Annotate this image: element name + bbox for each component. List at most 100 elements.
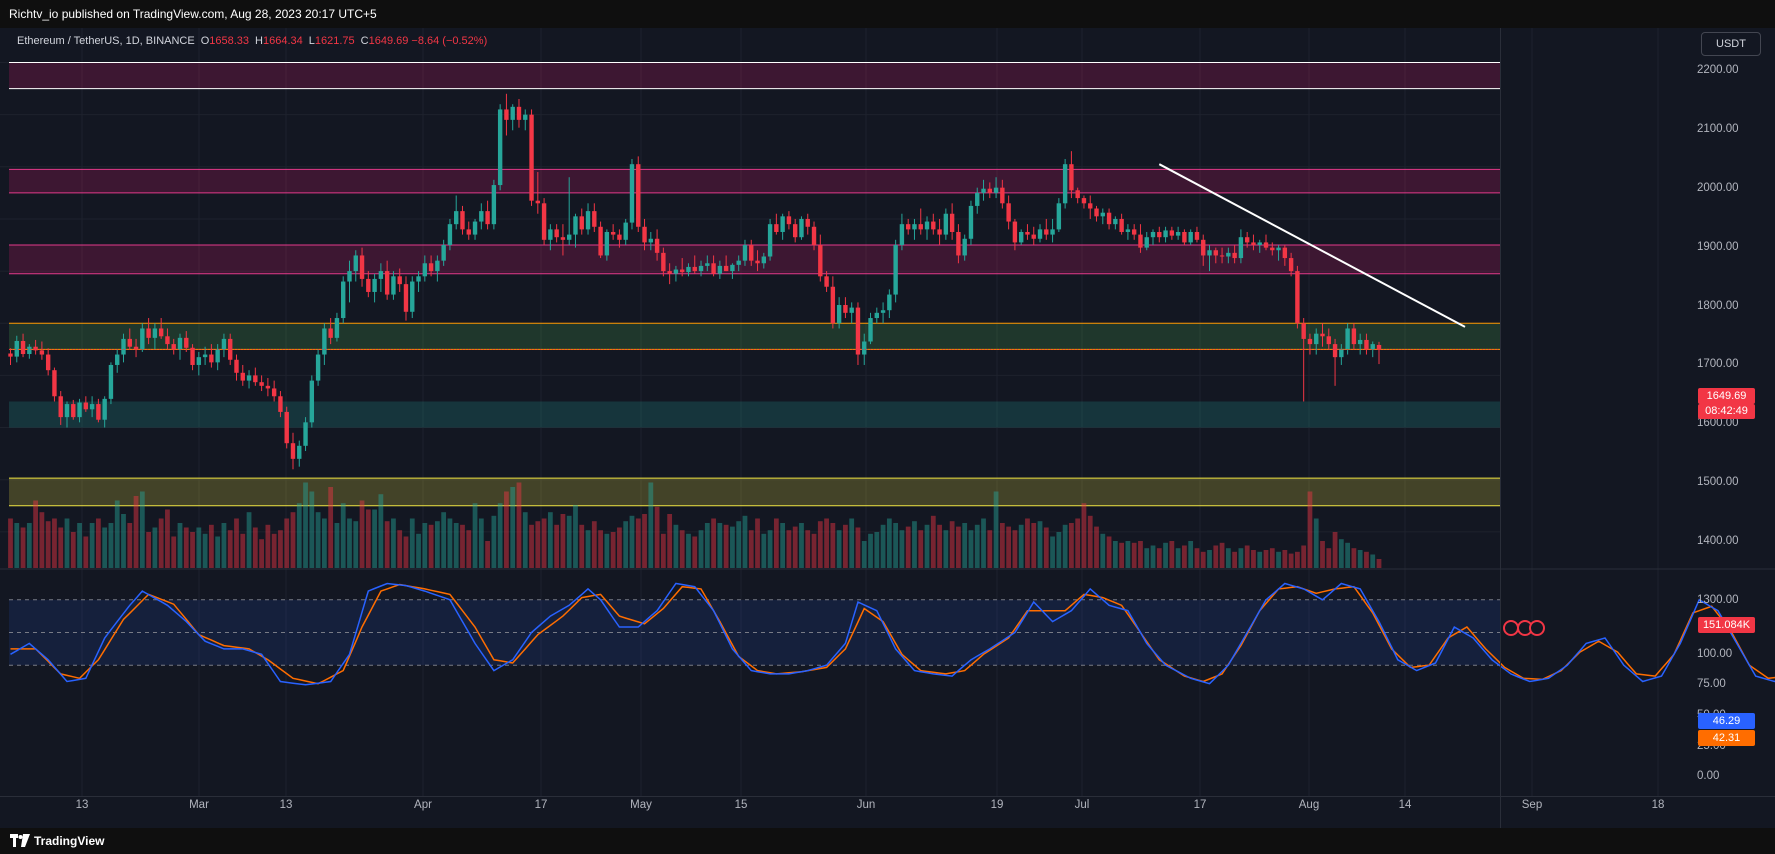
volume-bar xyxy=(993,491,999,568)
candle-body xyxy=(1320,333,1325,337)
candle-body xyxy=(14,340,19,357)
volume-bar xyxy=(227,530,233,568)
volume-bar xyxy=(1200,551,1206,568)
candle-body xyxy=(171,344,176,350)
volume-bar xyxy=(234,518,239,568)
chart-canvas[interactable] xyxy=(0,28,1775,828)
candle-body xyxy=(454,211,459,225)
candle-body xyxy=(642,226,647,243)
volume-bar xyxy=(215,536,221,568)
candle-body xyxy=(1131,229,1137,235)
volume-bar xyxy=(654,506,660,568)
volume-bar xyxy=(547,512,553,568)
volume-bar xyxy=(1188,541,1194,568)
candle-body xyxy=(315,354,321,381)
volume-bar xyxy=(183,527,189,568)
support-resistance-zone xyxy=(9,401,1500,428)
price-tick-label: 1300.00 xyxy=(1697,594,1739,606)
volume-bar xyxy=(1257,551,1263,568)
candle-body xyxy=(1100,212,1105,217)
volume-bar xyxy=(177,523,183,568)
candle-body xyxy=(1138,234,1143,248)
candle-body xyxy=(548,229,553,240)
volume-bar xyxy=(836,530,842,568)
candle-body xyxy=(1276,247,1281,251)
volume-bar xyxy=(554,524,560,568)
candle-body xyxy=(328,328,333,338)
candle-body xyxy=(1018,231,1024,243)
volume-bar xyxy=(77,523,82,568)
volume-bar xyxy=(121,514,126,568)
volume-bar xyxy=(478,518,484,568)
volume-bar xyxy=(39,512,45,568)
candle-body xyxy=(115,354,120,365)
close-key: C xyxy=(360,35,369,47)
volume-bar xyxy=(767,530,773,568)
candle-body xyxy=(849,307,854,313)
candle-body xyxy=(428,263,434,272)
candle-body xyxy=(1056,203,1062,230)
trendline xyxy=(1158,163,1466,328)
candle-body xyxy=(1226,252,1231,257)
volume-bar xyxy=(497,503,503,568)
candle-body xyxy=(234,359,239,373)
candle-body xyxy=(221,338,227,350)
candle-body xyxy=(1150,231,1156,238)
volume-bar xyxy=(1062,524,1068,568)
candle-body xyxy=(1012,221,1018,243)
support-resistance-zone xyxy=(9,323,1500,350)
candle-body xyxy=(830,286,836,324)
volume-bar xyxy=(516,482,522,568)
volume-bar xyxy=(315,512,321,568)
candle-body xyxy=(610,231,616,235)
volume-bar xyxy=(924,524,930,568)
high-key: H xyxy=(255,35,263,47)
candle-body xyxy=(146,328,151,338)
volume-bar xyxy=(240,533,246,568)
volume-bar xyxy=(585,530,591,568)
candle-body xyxy=(541,203,547,240)
volume-bar xyxy=(202,533,208,568)
symbol-legend: Ethereum / TetherUS, 1D, BINANCE O 1658.… xyxy=(17,35,493,47)
candle-body xyxy=(535,200,541,204)
volume-bar xyxy=(309,491,315,568)
candle-body xyxy=(1201,239,1206,256)
volume-bar xyxy=(1219,542,1225,568)
candle-body xyxy=(1376,344,1382,350)
volume-bar xyxy=(208,524,214,568)
candle-body xyxy=(811,226,817,246)
volume-bar xyxy=(1119,542,1125,568)
volume-bar xyxy=(1056,532,1062,568)
volume-bar xyxy=(1025,518,1030,568)
volume-bar xyxy=(165,509,170,568)
price-tick-label: 1500.00 xyxy=(1697,476,1739,488)
volume-bar xyxy=(1175,548,1181,568)
candle-body xyxy=(1182,231,1187,243)
volume-bar xyxy=(1282,550,1288,568)
candle-body xyxy=(246,375,252,381)
symbol-title[interactable]: Ethereum / TetherUS, 1D, BINANCE xyxy=(17,35,195,47)
volume-bar xyxy=(1112,541,1118,568)
tradingview-logo-icon[interactable] xyxy=(10,834,30,848)
candle-body xyxy=(573,216,578,235)
candle-body xyxy=(108,364,114,399)
candle-body xyxy=(1332,344,1338,358)
volume-bar xyxy=(830,523,836,568)
volume-bar xyxy=(1288,553,1294,568)
time-tick-label: 18 xyxy=(1651,799,1665,811)
candle-body xyxy=(730,264,735,272)
candle-body xyxy=(284,411,289,444)
candle-body xyxy=(491,185,497,225)
high-value: 1664.34 xyxy=(262,35,303,47)
candle-body xyxy=(1307,338,1313,345)
volume-bar xyxy=(560,514,566,568)
price-tick-label: 1700.00 xyxy=(1697,358,1739,370)
volume-bar xyxy=(1244,545,1250,568)
currency-button[interactable]: USDT xyxy=(1701,32,1761,56)
candle-body xyxy=(1125,229,1131,232)
volume-bar xyxy=(573,505,578,568)
volume-bar xyxy=(328,487,334,568)
candle-body xyxy=(1062,164,1068,204)
volume-bar xyxy=(252,527,258,568)
candle-body xyxy=(102,398,107,420)
